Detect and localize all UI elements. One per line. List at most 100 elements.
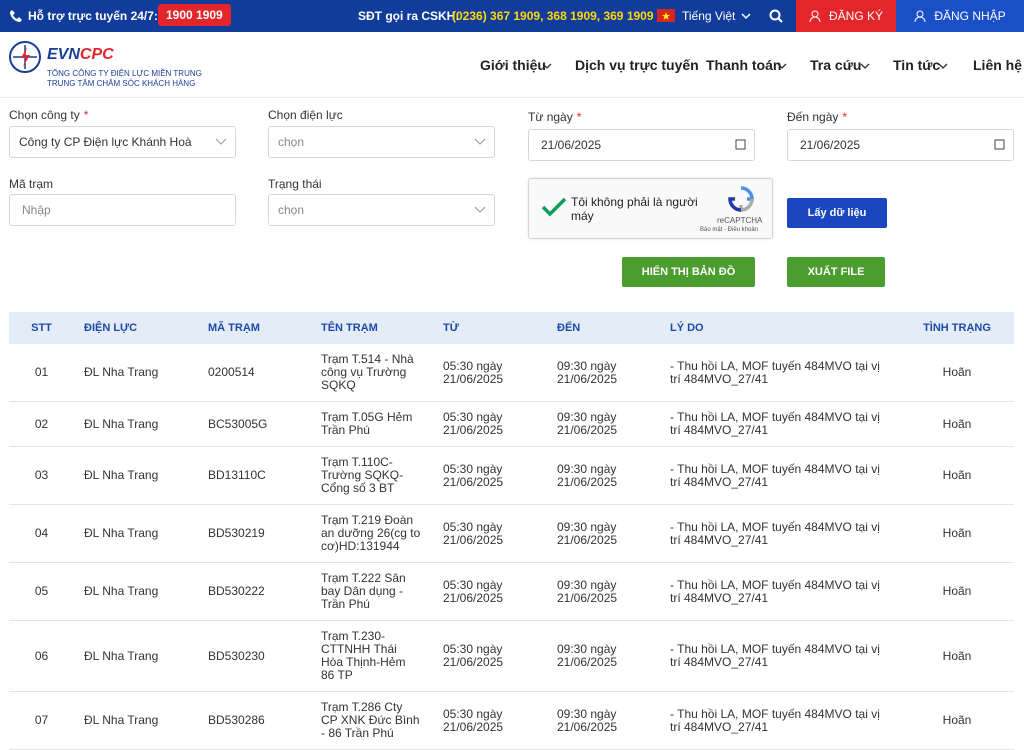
table-row: 07 ĐL Nha Trang BD530286 Trạm T.286 Cty CP … xyxy=(9,691,1014,750)
nav-item[interactable]: Liên hệ xyxy=(973,57,1023,73)
recaptcha-logo xyxy=(728,186,754,212)
table-cell: - Thu hồi LA, MOF tuyến 484MVO tại vị tr… xyxy=(660,504,900,563)
header-row: STT ĐIỆN LỰC MÃ TRẠM TÊN TRẠM TỪ ĐẾN LÝ DO TÌNH… xyxy=(9,312,1014,344)
table-cell: Hoãn xyxy=(900,504,1014,563)
table-cell: 09:30 ngày 21/06/2025 xyxy=(547,344,660,402)
logo-evn: EVN xyxy=(47,46,80,63)
table-row: 05 ĐL Nha Trang BD530222 Trạm T.222 Sân bay… xyxy=(9,562,1014,621)
table-cell: Trạm T.286 Cty CP XNK Đức Bình - 86 Trần… xyxy=(311,691,433,750)
column-header: MÃ TRẠM xyxy=(198,312,311,344)
user-icon xyxy=(914,10,926,23)
table-cell: - Thu hồi LA, MOF tuyến 484MVO tại vị tr… xyxy=(660,344,900,402)
chevron xyxy=(777,63,787,69)
table-cell: Hoãn xyxy=(900,691,1014,750)
table-cell: 05:30 ngày 21/06/2025 xyxy=(433,344,547,402)
table-row: 04 ĐL Nha Trang BD530219 Trạm T.219 Đoàn an… xyxy=(9,504,1014,563)
org-line: TỔNG CÔNG TY ĐIỆN LỰC MIỀN TRUNG xyxy=(47,69,202,78)
flag xyxy=(657,9,675,22)
table-cell: 05:30 ngày 21/06/2025 xyxy=(433,401,547,447)
label-text: Đến ngày xyxy=(787,110,839,124)
column-header: TÌNH TRẠNG xyxy=(900,312,1014,344)
register-button[interactable]: ĐĂNG KÝ xyxy=(796,0,896,32)
logo-cpc: CPC xyxy=(79,46,114,63)
table-cell: 09:30 ngày 21/06/2025 xyxy=(547,620,660,692)
table-cell: ĐL Nha Trang xyxy=(74,401,198,447)
captcha-terms[interactable]: Bảo mật - Điều khoản xyxy=(700,227,759,233)
table-cell: 01 xyxy=(9,344,74,402)
table-row: 06 ĐL Nha Trang BD530230 Trạm T.230-CTTNHH … xyxy=(9,620,1014,692)
table-cell: Hoãn xyxy=(900,401,1014,447)
fetch-button[interactable]: Lấy dữ liệu xyxy=(787,198,887,228)
table-cell: Hoãn xyxy=(900,562,1014,621)
header: EVNCPC TỔNG CÔNG TY ĐIỆN LỰC MIỀN TRUNG T… xyxy=(0,32,1024,98)
hotline[interactable]: 1900 1909 xyxy=(158,4,231,26)
table-row: 02 ĐL Nha Trang BC53005G Trạm T.05G Hẻm Trầ… xyxy=(9,401,1014,447)
column-header: STT xyxy=(9,312,74,344)
language[interactable]: Tiếng Việt xyxy=(682,9,736,23)
company-select[interactable]: Công ty CP Điện lực Khánh Hoà xyxy=(9,126,236,158)
calendar-icon xyxy=(735,139,1005,150)
table-cell: 05:30 ngày 21/06/2025 xyxy=(433,504,547,563)
unit-label: Chọn điện lực xyxy=(268,108,343,122)
column-header: ĐẾN xyxy=(547,312,660,344)
to-date-input[interactable]: 21/06/2025 xyxy=(787,129,1014,161)
table-cell: ĐL Nha Trang xyxy=(74,504,198,563)
export-button[interactable]: XUẤT FILE xyxy=(787,257,885,287)
table-cell: BD530230 xyxy=(198,620,311,692)
nav-item[interactable]: Tra cứu xyxy=(810,57,862,73)
column-header: LÝ DO xyxy=(660,312,900,344)
login-button[interactable]: ĐĂNG NHẬP xyxy=(896,0,1024,32)
table-cell: ĐL Nha Trang xyxy=(74,562,198,621)
org-line: TRUNG TÂM CHĂM SÓC KHÁCH HÀNG xyxy=(47,79,196,88)
label-text: Chọn công ty xyxy=(9,108,80,122)
phone-icon xyxy=(10,10,22,22)
required-mark: * xyxy=(83,108,89,122)
required-mark: * xyxy=(576,110,582,124)
nav-item[interactable]: Giới thiệu xyxy=(480,57,546,73)
table-cell: 09:30 ngày 21/06/2025 xyxy=(547,401,660,447)
chevron xyxy=(860,63,870,69)
chevron xyxy=(938,63,948,69)
nav-item[interactable]: Dịch vụ trực tuyến xyxy=(575,57,699,73)
from-date-input[interactable]: 21/06/2025 xyxy=(528,129,755,161)
table-cell: 09:30 ngày 21/06/2025 xyxy=(547,446,660,505)
table-cell: 09:30 ngày 21/06/2025 xyxy=(547,691,660,750)
table-cell: 03 xyxy=(9,446,74,505)
table-cell: ĐL Nha Trang xyxy=(74,344,198,402)
table-cell: 05:30 ngày 21/06/2025 xyxy=(433,620,547,692)
chevron xyxy=(741,13,751,20)
nav-item[interactable]: Thanh toán xyxy=(706,57,782,73)
table-cell: Hoãn xyxy=(900,620,1014,692)
recaptcha[interactable]: Tôi không phải là người máy reCAPTCHA Bả… xyxy=(528,178,773,239)
map-button[interactable]: HIỂN THỊ BẢN ĐỒ xyxy=(622,257,755,287)
status-select[interactable]: chọn xyxy=(268,194,495,226)
table-cell: 0200514 xyxy=(198,344,311,402)
table-cell: 09:30 ngày 21/06/2025 xyxy=(547,562,660,621)
login-text: ĐĂNG NHẬP xyxy=(934,9,1006,23)
table-cell: 06 xyxy=(9,620,74,692)
chevron xyxy=(215,138,486,213)
top-bar: Hỗ trợ trực tuyến 24/7: 1900 1909 SĐT gọ… xyxy=(0,0,1024,32)
form-icons xyxy=(215,138,1005,213)
table-cell: - Thu hồi LA, MOF tuyến 484MVO tại vị tr… xyxy=(660,562,900,621)
table-cell: 05:30 ngày 21/06/2025 xyxy=(433,562,547,621)
table-row: 03 ĐL Nha Trang BD13110C Trạm T.110C-Trường… xyxy=(9,446,1014,505)
table-cell: 02 xyxy=(9,401,74,447)
table-cell: Hoãn xyxy=(900,446,1014,505)
unit-select[interactable]: chọn xyxy=(268,126,495,158)
table-cell: Trạm T.219 Đoàn an dưỡng 26(cg to cơ)HD:… xyxy=(311,504,433,563)
check-icon xyxy=(541,197,567,217)
cskh-label: SĐT gọi ra CSKH: xyxy=(358,9,460,23)
table-cell: Trạm T.230-CTTNHH Thái Hòa Thịnh-Hẻm 86 … xyxy=(311,620,433,692)
outage-table: STT ĐIỆN LỰC MÃ TRẠM TÊN TRẠM TỪ ĐẾN LÝ DO TÌNH… xyxy=(9,312,1014,750)
table-cell: 05:30 ngày 21/06/2025 xyxy=(433,446,547,505)
to-date-label: Đến ngày * xyxy=(787,110,847,124)
table-cell: 09:30 ngày 21/06/2025 xyxy=(547,504,660,563)
nav-item[interactable]: Tin tức xyxy=(893,57,941,73)
table-cell: 07 xyxy=(9,691,74,750)
station-code-input[interactable]: Nhập xyxy=(9,194,236,226)
search-icon[interactable] xyxy=(769,9,783,23)
station-code-label: Mã trạm xyxy=(9,177,54,191)
table-cell: BD530219 xyxy=(198,504,311,563)
table-cell: - Thu hồi LA, MOF tuyến 484MVO tại vị tr… xyxy=(660,620,900,692)
